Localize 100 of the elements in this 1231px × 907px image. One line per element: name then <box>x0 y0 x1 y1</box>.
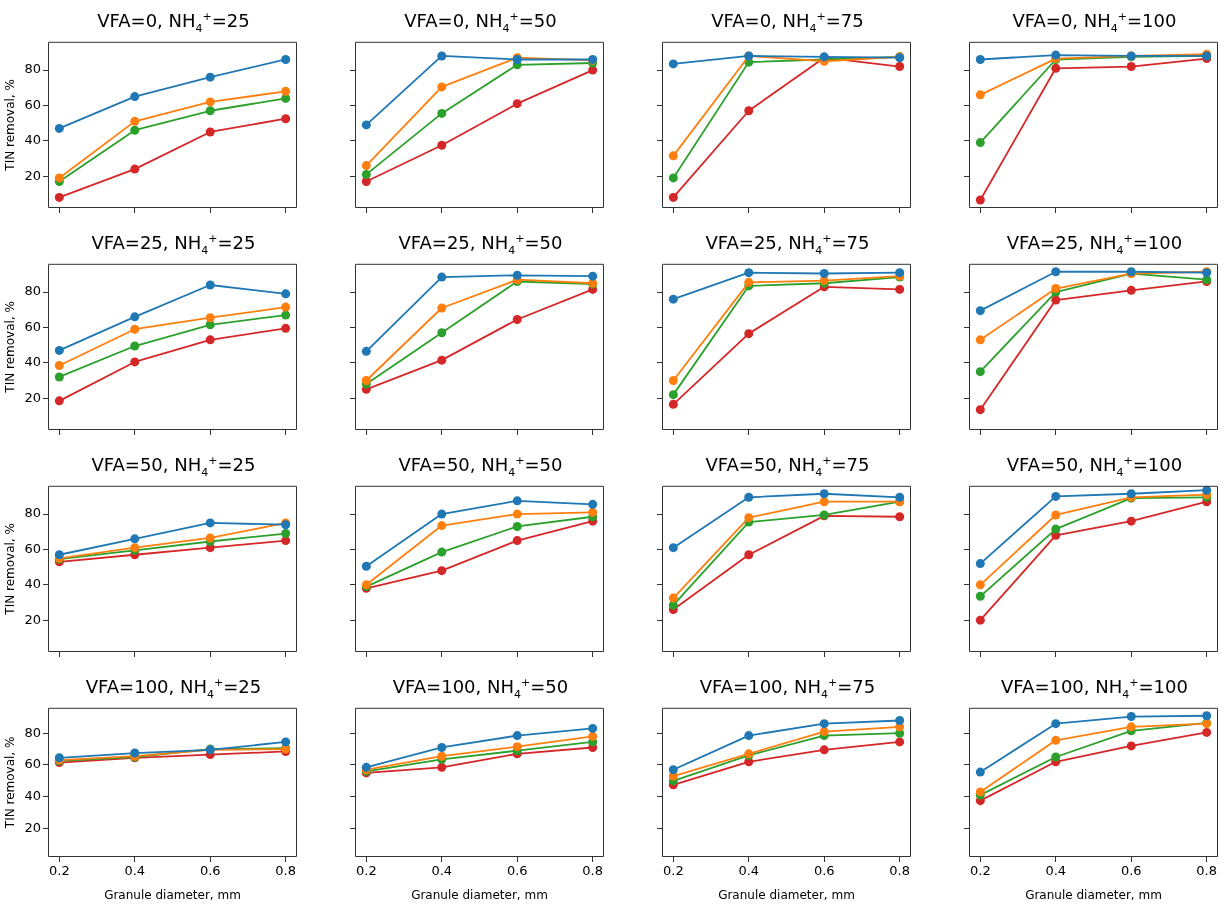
point <box>205 533 215 543</box>
point <box>1051 63 1061 73</box>
point <box>668 294 678 304</box>
point <box>512 521 522 531</box>
point <box>1051 510 1061 520</box>
point <box>975 767 985 777</box>
point <box>1126 722 1136 732</box>
y-tick-label: 20 <box>24 819 41 835</box>
point <box>668 390 678 400</box>
point <box>281 323 291 333</box>
x-tick-label: 0.4 <box>431 863 453 879</box>
point <box>744 550 754 560</box>
point <box>895 716 905 725</box>
point <box>975 90 985 100</box>
point <box>512 496 522 506</box>
chart-title: VFA=25, NH$_{4}$$^{+}$=25 <box>90 231 257 257</box>
point <box>437 328 447 338</box>
point <box>975 138 985 148</box>
point <box>588 65 598 75</box>
point <box>588 271 598 281</box>
point <box>205 313 215 323</box>
x-tick-label: 0.4 <box>124 863 146 879</box>
y-tick-label: 40 <box>24 788 41 804</box>
chart-title: VFA=50, NH$_{4}$$^{+}$=25 <box>90 453 257 479</box>
chart-title: VFA=0, NH$_{4}$$^{+}$=50 <box>403 9 558 35</box>
point <box>130 125 140 135</box>
chart-title: VFA=100, NH$_{4}$$^{+}$=50 <box>391 675 570 701</box>
x-tick-label: 0.4 <box>1045 863 1067 879</box>
point <box>437 547 447 557</box>
y-tick-label: 80 <box>24 61 41 77</box>
y-tick-label: 80 <box>24 724 41 740</box>
point <box>1051 491 1061 501</box>
point <box>744 277 754 287</box>
point <box>437 108 447 118</box>
point <box>1126 62 1136 72</box>
point <box>744 106 754 116</box>
chart-title: VFA=0, NH$_{4}$$^{+}$=25 <box>96 9 251 35</box>
point <box>205 97 215 107</box>
point <box>1126 516 1136 526</box>
point <box>205 72 215 82</box>
y-tick-label: 60 <box>24 540 41 556</box>
point <box>975 591 985 601</box>
x-axis-title: Granule diameter, mm <box>718 887 855 902</box>
point <box>281 114 291 124</box>
point <box>975 335 985 345</box>
point <box>437 140 447 150</box>
point <box>437 509 447 519</box>
chart-title: VFA=0, NH$_{4}$$^{+}$=100 <box>1011 9 1178 35</box>
point <box>1202 727 1212 737</box>
point <box>361 161 371 171</box>
point <box>281 529 291 539</box>
point <box>512 315 522 324</box>
point <box>130 534 140 544</box>
chart-title: VFA=50, NH$_{4}$$^{+}$=75 <box>704 453 871 479</box>
point <box>668 59 678 69</box>
point <box>744 329 754 339</box>
point <box>668 593 678 603</box>
x-tick-label: 0.2 <box>969 863 991 879</box>
y-axis-title: TIN removal, % <box>3 736 18 830</box>
point <box>975 615 985 625</box>
point <box>668 543 678 553</box>
point <box>819 719 829 729</box>
point <box>668 765 678 775</box>
x-tick-label: 0.8 <box>1196 863 1218 879</box>
point <box>512 536 522 546</box>
point <box>895 492 905 502</box>
x-axis-title: Granule diameter, mm <box>104 887 241 902</box>
point <box>668 375 678 385</box>
y-tick-label: 20 <box>24 389 41 405</box>
point <box>1051 719 1061 729</box>
x-tick-label: 0.6 <box>1120 863 1142 879</box>
y-axis-title: TIN removal, % <box>3 79 18 172</box>
point <box>437 742 447 752</box>
point <box>975 405 985 415</box>
point <box>975 580 985 590</box>
point <box>54 123 64 133</box>
chart-title: VFA=100, NH$_{4}$$^{+}$=25 <box>84 675 263 701</box>
point <box>819 745 829 755</box>
point <box>744 268 754 278</box>
point <box>281 54 291 64</box>
point <box>437 355 447 365</box>
point <box>130 312 140 322</box>
point <box>975 195 985 205</box>
point <box>1126 712 1136 722</box>
point <box>512 742 522 752</box>
point <box>205 335 215 345</box>
point <box>437 82 447 92</box>
point <box>281 86 291 96</box>
chart-title: VFA=25, NH$_{4}$$^{+}$=100 <box>1005 231 1184 257</box>
x-tick-label: 0.8 <box>889 863 911 879</box>
x-tick-label: 0.2 <box>355 863 377 879</box>
point <box>1051 267 1061 277</box>
point <box>130 357 140 367</box>
point <box>361 120 371 130</box>
point <box>1126 285 1136 295</box>
point <box>1126 741 1136 751</box>
x-tick-label: 0.6 <box>506 863 528 879</box>
point <box>437 303 447 313</box>
point <box>205 127 215 137</box>
y-tick-label: 60 <box>24 96 41 112</box>
